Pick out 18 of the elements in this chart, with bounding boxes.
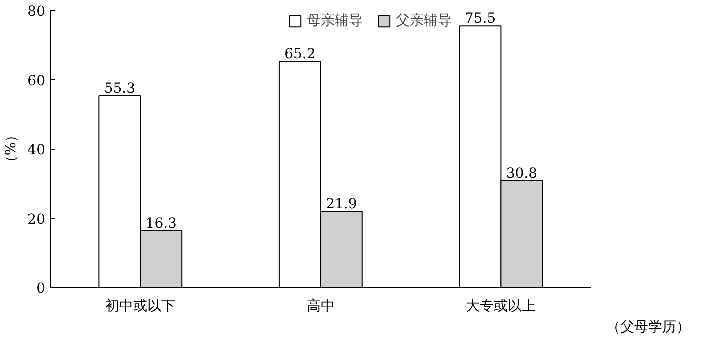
data-label: 55.3 xyxy=(104,81,136,98)
y-tick-label: 60 xyxy=(28,73,46,90)
x-axis-title: （父母学历） xyxy=(606,320,690,336)
data-label: 30.8 xyxy=(506,166,538,182)
legend-label: 父亲辅导 xyxy=(396,12,452,30)
y-tick-label: 80 xyxy=(28,4,46,20)
y-tick-label: 20 xyxy=(28,212,46,228)
y-axis-title: （%） xyxy=(4,128,20,170)
x-tick-label: 初中或以下 xyxy=(106,298,176,314)
y-tick-label: 40 xyxy=(28,142,46,158)
y-tick-label: 0 xyxy=(36,281,46,297)
data-label: 65.2 xyxy=(284,46,316,63)
data-label: 16.3 xyxy=(146,216,177,232)
data-label: 21.9 xyxy=(326,196,358,213)
x-tick-label: 大专或以上 xyxy=(466,298,536,314)
x-tick-label: 高中 xyxy=(306,298,335,314)
data-label: 75.5 xyxy=(464,11,496,28)
legend-label: 母亲辅导 xyxy=(307,12,363,30)
